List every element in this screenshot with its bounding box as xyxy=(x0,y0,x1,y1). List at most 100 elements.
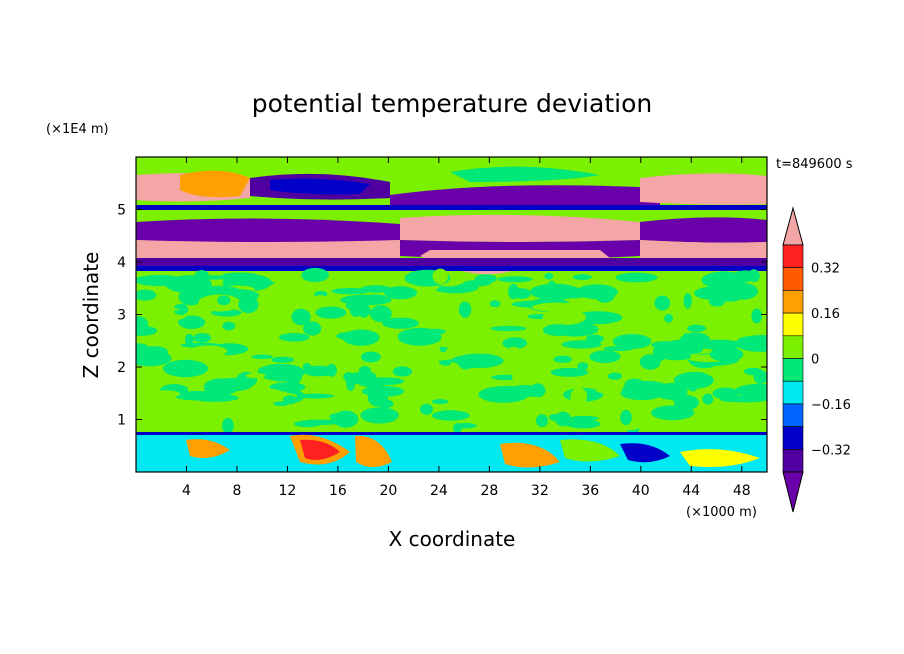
noise-blotch xyxy=(459,360,473,370)
band-mid-pink-center xyxy=(400,214,640,242)
band-top-cyan-patch xyxy=(450,166,600,182)
noise-blotch xyxy=(212,389,236,394)
x-tick-label: 24 xyxy=(430,483,448,499)
noise-blotch xyxy=(542,324,574,336)
noise-blotch xyxy=(297,393,334,399)
noise-blotch xyxy=(193,333,212,343)
noise-blotch xyxy=(414,355,453,361)
noise-blotch xyxy=(333,410,359,428)
noise-blotch xyxy=(507,346,521,357)
noise-blotch xyxy=(709,347,744,362)
colorbar-segment xyxy=(782,312,804,337)
noise-blotch xyxy=(431,399,449,405)
noise-blotch xyxy=(702,393,714,405)
band-line-lower-blue xyxy=(136,266,767,271)
colorbar-segment xyxy=(782,380,804,405)
noise-blotch xyxy=(613,363,628,371)
noise-blotch xyxy=(136,307,180,312)
noise-blotch xyxy=(620,409,632,426)
noise-blotch xyxy=(245,372,266,379)
noise-blotch xyxy=(715,320,754,332)
noise-blotch xyxy=(313,295,328,304)
noise-blotch xyxy=(512,372,526,382)
noise-blotch xyxy=(359,365,371,375)
y-unit-label: (×1E4 m) xyxy=(46,122,109,137)
noise-blotch xyxy=(659,343,704,356)
band-top-blue xyxy=(270,178,370,195)
noise-blotch xyxy=(291,308,311,326)
x-tick-label: 4 xyxy=(182,483,191,499)
noise-blotch xyxy=(595,387,614,394)
noise-blotch xyxy=(673,372,714,389)
noise-blotch xyxy=(570,387,588,406)
noise-blotch xyxy=(247,388,285,400)
noise-blotch xyxy=(529,283,581,300)
noise-blotch xyxy=(185,333,194,346)
colorbar-segment xyxy=(782,448,804,473)
noise-blotch xyxy=(650,405,695,421)
noise-blotch xyxy=(227,280,275,286)
contour-field xyxy=(136,157,767,472)
colorbar-segment xyxy=(782,244,804,269)
noise-blotch xyxy=(455,422,477,429)
x-tick-label: 16 xyxy=(329,483,347,499)
colorbar-tick-label: −0.16 xyxy=(811,398,851,413)
noise-blotch xyxy=(577,362,589,371)
noise-blotch xyxy=(409,381,433,398)
noise-blotch xyxy=(536,414,548,427)
y-tick-label: 2 xyxy=(117,360,126,376)
noise-blotch xyxy=(660,353,692,361)
noise-blotch xyxy=(553,355,572,363)
noise-blotch xyxy=(383,286,418,300)
noise-blotch xyxy=(136,343,150,356)
band-bottom-line xyxy=(136,432,767,435)
noise-blotch xyxy=(222,417,234,434)
y-ticks: 1 2 3 4 5 xyxy=(117,203,767,429)
noise-blotch xyxy=(761,273,767,281)
bottom-patch-orange-4 xyxy=(186,439,230,458)
noise-blotch xyxy=(589,350,621,364)
x-tick-label: 40 xyxy=(632,483,650,499)
time-label: t=849600 s xyxy=(776,157,853,172)
noise-blotch xyxy=(420,403,433,415)
noise-blotch xyxy=(462,332,476,349)
noise-blotch xyxy=(445,364,460,382)
noise-blotch xyxy=(346,374,356,392)
noise-blotch xyxy=(340,294,392,306)
noise-blotch xyxy=(555,411,572,427)
noise-blotch xyxy=(336,331,370,341)
noise-blotch xyxy=(471,407,490,418)
noise-blotch xyxy=(607,372,622,380)
y-tick-label: 4 xyxy=(117,255,126,271)
noise-blotch xyxy=(724,411,767,426)
noise-blotch xyxy=(432,268,448,285)
noise-blotch xyxy=(732,270,759,283)
x-tick-label: 28 xyxy=(480,483,498,499)
noise-blotch xyxy=(497,276,533,283)
colorbar-bottom-triangle xyxy=(782,471,804,513)
noise-blotch xyxy=(255,309,282,318)
colorbar-top-triangle xyxy=(782,206,804,246)
noise-blotch xyxy=(382,317,419,329)
noise-blotch xyxy=(603,346,634,352)
band-mid-pink-right xyxy=(640,240,767,261)
noise-blotch xyxy=(683,293,692,309)
noise-blotch xyxy=(358,378,385,388)
colorbar-segment xyxy=(782,290,804,314)
noise-blotch xyxy=(572,274,592,280)
noise-blotch xyxy=(508,283,519,300)
noise-blotch xyxy=(287,347,298,353)
noise-blotch xyxy=(150,390,181,398)
noise-blotch xyxy=(664,313,673,323)
band-top-orange xyxy=(180,170,250,198)
noise-blotch xyxy=(251,354,274,359)
noise-blotch xyxy=(569,415,599,422)
x-tick-label: 8 xyxy=(232,483,241,499)
noise-blotch xyxy=(408,418,425,428)
bottom-patch-blue xyxy=(620,443,670,463)
colorbar-segment xyxy=(782,426,804,450)
noise-blotch xyxy=(489,300,501,308)
noise-blotch xyxy=(419,328,446,335)
x-ticks: 4 8 12 16 20 24 28 32 36 40 44 48 xyxy=(182,157,751,499)
noise-blotch xyxy=(341,356,365,373)
